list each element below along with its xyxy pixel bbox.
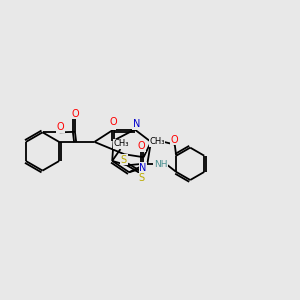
Text: NH: NH: [154, 160, 167, 169]
Text: O: O: [110, 117, 117, 127]
Text: CH₃: CH₃: [149, 137, 165, 146]
Text: O: O: [71, 109, 79, 118]
Text: S: S: [121, 154, 127, 165]
Text: O: O: [138, 141, 146, 152]
Text: N: N: [133, 119, 140, 129]
Text: N: N: [107, 119, 115, 129]
Text: CH₃: CH₃: [113, 139, 129, 148]
Text: O: O: [56, 122, 64, 132]
Text: O: O: [170, 134, 178, 145]
Text: N: N: [139, 163, 147, 173]
Text: S: S: [138, 173, 144, 183]
